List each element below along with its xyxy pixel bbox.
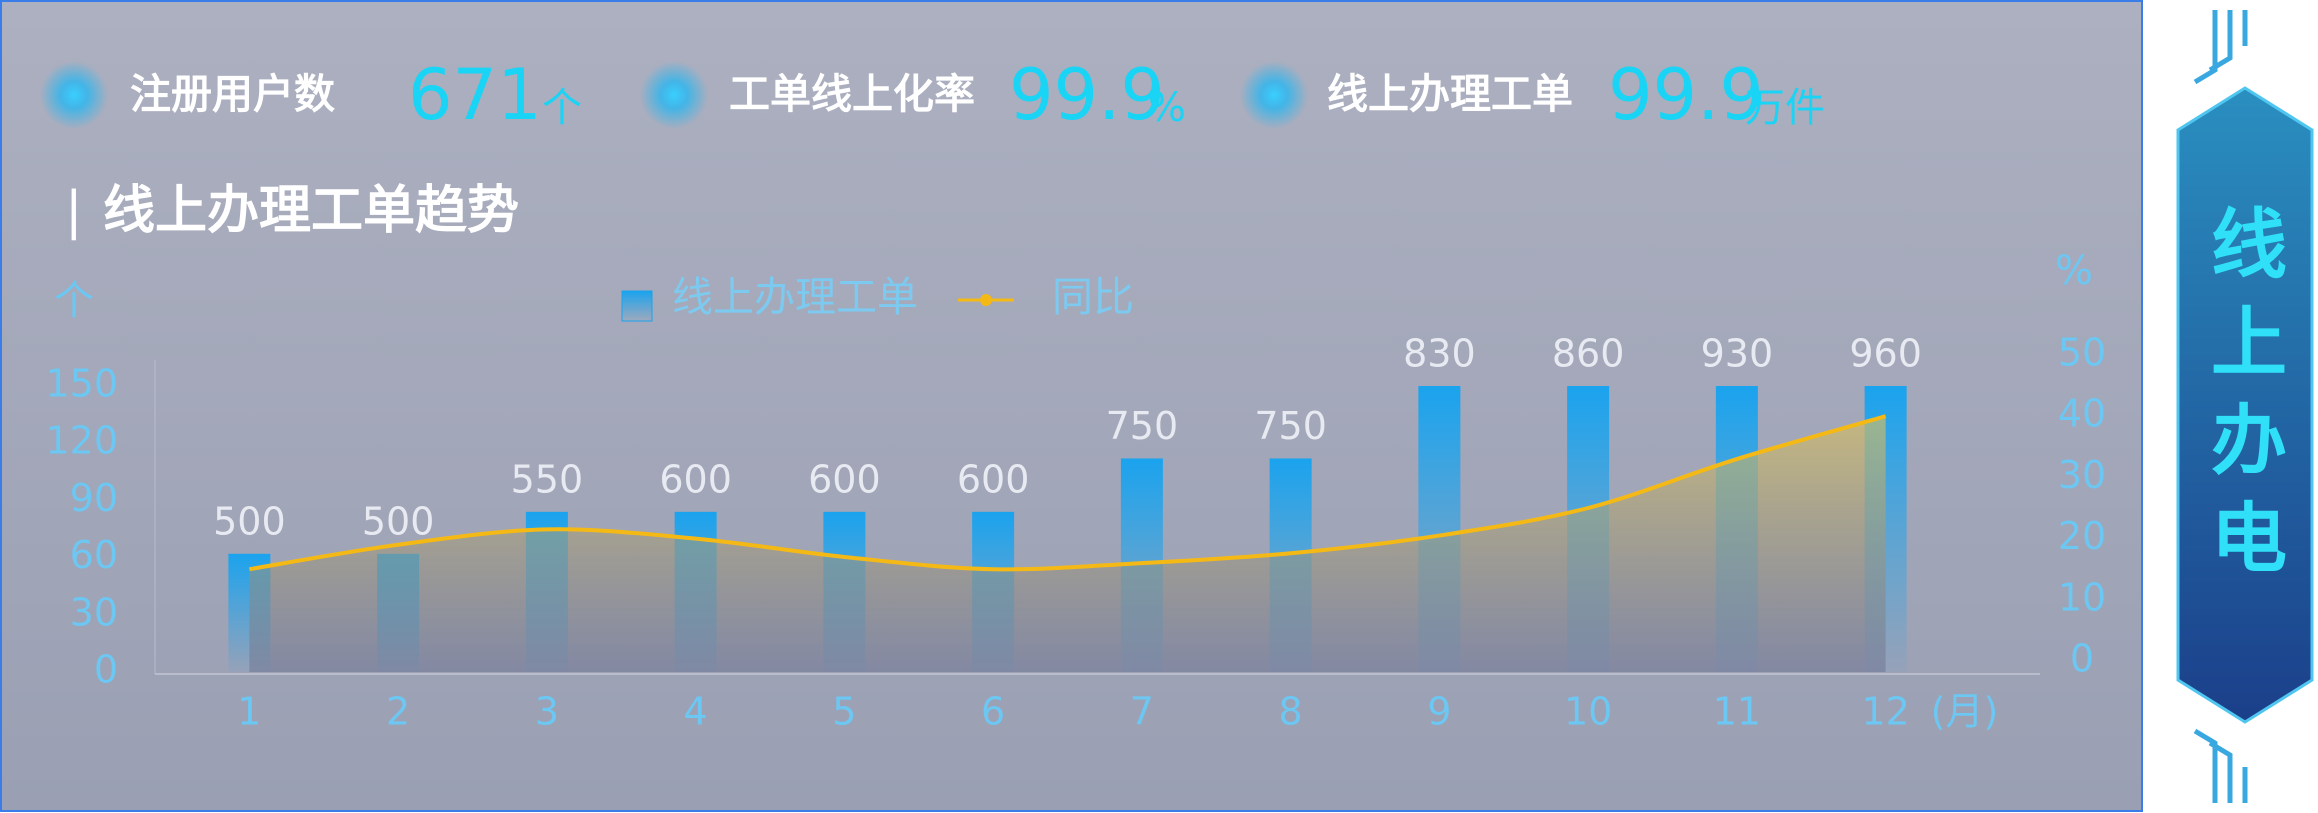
data-label: 750 — [1106, 404, 1179, 448]
data-label: 860 — [1552, 332, 1625, 376]
x-tick-label: 8 — [1279, 690, 1303, 734]
y2-tick-label: 30 — [2058, 453, 2106, 497]
x-tick-label: 10 — [1564, 690, 1612, 734]
y-tick-label: 150 — [45, 362, 118, 406]
y2-tick-label: 40 — [2058, 392, 2106, 436]
y2-tick-label: 10 — [2058, 575, 2106, 619]
kpi-icon — [640, 61, 708, 129]
kpi-value: 99.9 — [1009, 54, 1165, 136]
legend-label: 同比 — [1052, 273, 1134, 321]
legend-swatch — [980, 294, 992, 306]
data-label: 600 — [957, 457, 1030, 501]
y2-tick-label: 20 — [2058, 514, 2106, 558]
kpi-label: 工单线上化率 — [729, 70, 975, 118]
chart-title: 线上办理工单趋势 — [103, 181, 519, 241]
kpi-value: 99.9 — [1608, 54, 1764, 136]
x-tick-label: 6 — [981, 690, 1005, 734]
decoration — [2193, 10, 2248, 803]
data-label: 550 — [511, 457, 584, 501]
data-label: 960 — [1849, 332, 1922, 376]
y-tick-label: 120 — [45, 419, 118, 463]
x-tick-label: 7 — [1130, 690, 1154, 734]
kpi-icon — [40, 61, 108, 129]
kpi-label: 注册用户数 — [130, 70, 335, 118]
side-panel — [2176, 86, 2314, 724]
x-tick-label: 11 — [1713, 690, 1761, 734]
x-tick-label: 2 — [386, 690, 410, 734]
kpi-unit: 万件 — [1745, 85, 1825, 131]
x-tick-label: 5 — [832, 690, 856, 734]
x-tick-label: 4 — [684, 690, 708, 734]
x-tick-label: 3 — [535, 690, 559, 734]
data-label: 830 — [1403, 332, 1476, 376]
y2-tick-label: 50 — [2058, 331, 2106, 375]
y2-unit: % — [2055, 248, 2093, 294]
data-label: 600 — [659, 457, 732, 501]
y-tick-label: 90 — [70, 476, 118, 520]
title-bar: | — [65, 181, 83, 241]
data-label: 600 — [808, 457, 881, 501]
data-label: 500 — [213, 499, 286, 543]
legend-swatch — [621, 290, 653, 322]
x-unit: (月) — [1931, 690, 1999, 734]
line-area — [249, 416, 1886, 672]
y-tick-label: 0 — [94, 648, 118, 692]
kpi-label: 线上办理工单 — [1327, 70, 1573, 118]
data-label: 930 — [1701, 332, 1774, 376]
kpi-unit: % — [1148, 85, 1186, 131]
x-tick-label: 9 — [1427, 690, 1451, 734]
data-label: 750 — [1254, 404, 1327, 448]
line — [249, 414, 1887, 572]
kpi-value: 671 — [408, 54, 542, 136]
data-label: 500 — [362, 499, 435, 543]
kpi-icon — [1240, 61, 1308, 129]
panel — [0, 0, 2143, 812]
y2-tick-label: 0 — [2070, 637, 2094, 681]
y-tick-label: 30 — [70, 590, 118, 634]
y-tick-label: 60 — [70, 533, 118, 577]
kpi-unit: 个 — [542, 85, 582, 131]
legend-label: 线上办理工单 — [672, 273, 918, 321]
x-tick-label: 1 — [237, 690, 261, 734]
x-tick-label: 12 — [1861, 690, 1909, 734]
side-label: 线上办电 — [2198, 204, 2287, 596]
y-unit: 个 — [54, 278, 94, 324]
